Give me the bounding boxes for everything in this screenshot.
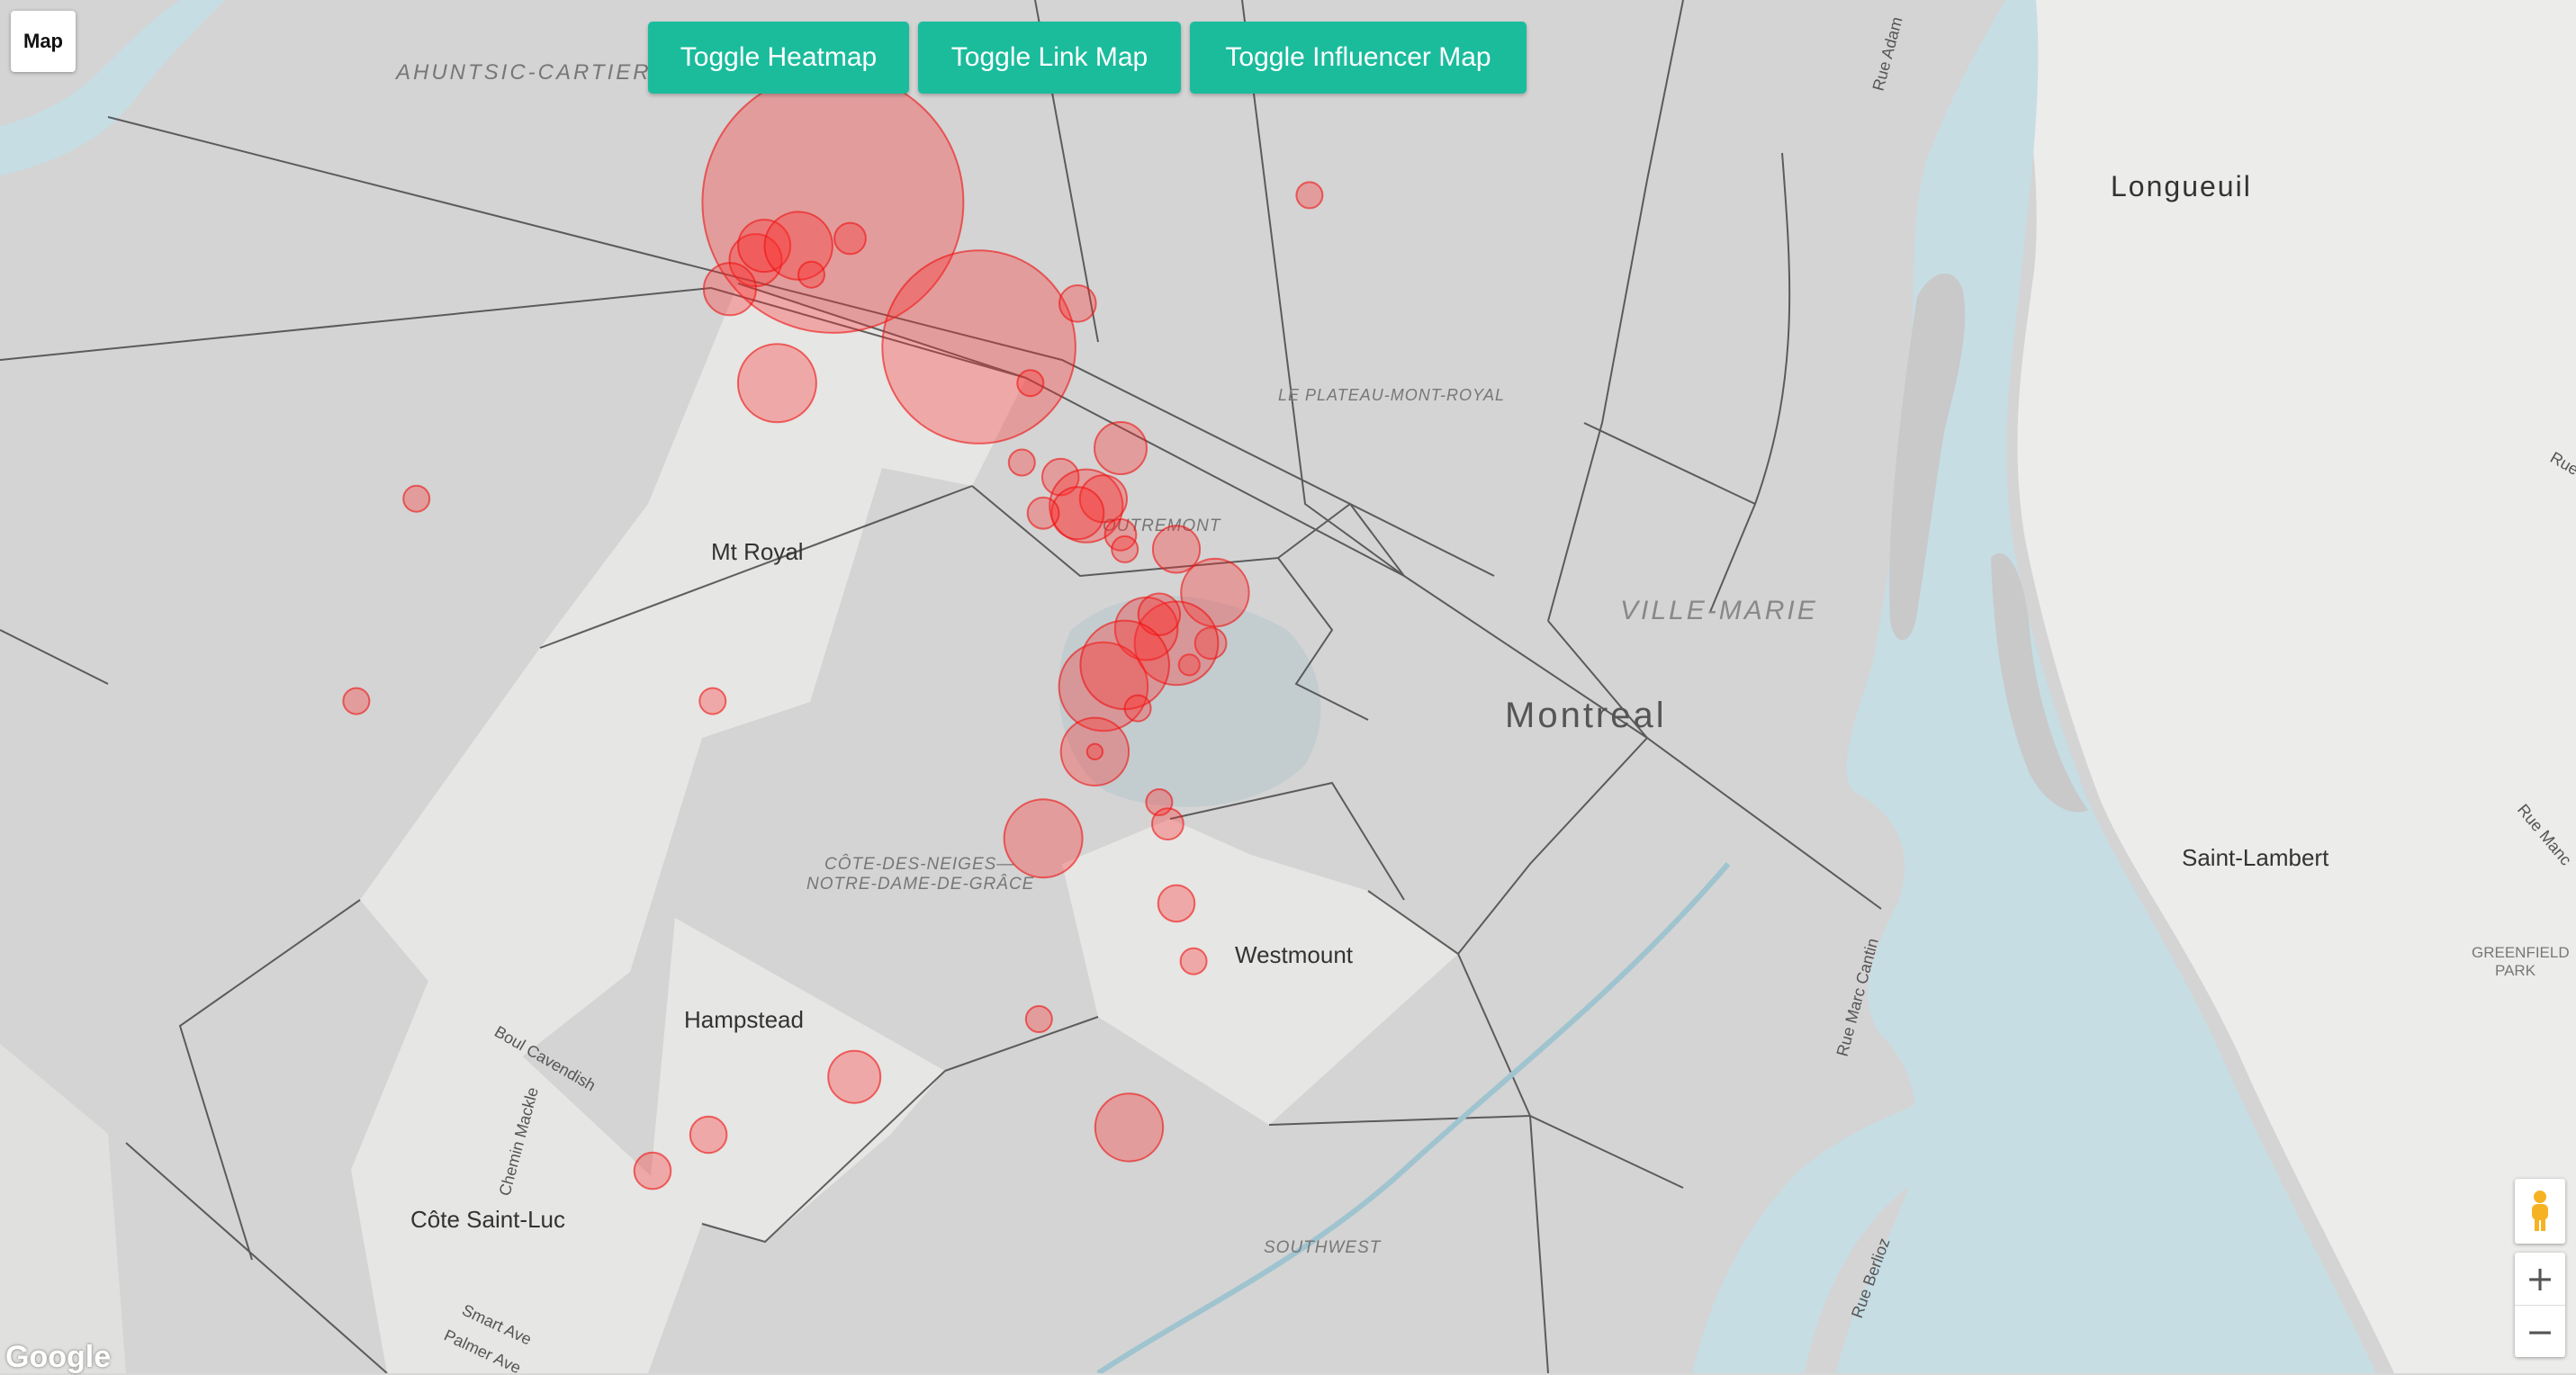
heatmap-marker-29[interactable]: [1079, 619, 1170, 711]
heatmap-marker-13[interactable]: [1040, 457, 1080, 497]
heatmap-marker-37[interactable]: [1179, 947, 1208, 975]
label-greenfield-1: GREENFIELD: [2472, 944, 2570, 961]
lachine-canal: [1096, 862, 1731, 1373]
mount-royal-park: [1058, 596, 1321, 807]
heatmap-marker-39[interactable]: [827, 1049, 882, 1104]
heatmap-marker-24[interactable]: [1177, 653, 1201, 677]
heatmap-marker-21[interactable]: [1151, 525, 1202, 574]
heatmap-marker-6[interactable]: [797, 260, 825, 289]
heatmap-marker-11[interactable]: [1295, 181, 1324, 210]
label-saint-lambert: Saint-Lambert: [2182, 844, 2329, 871]
riviere-des-prairies: [0, 0, 225, 175]
label-montreal: Montreal: [1505, 696, 1667, 735]
cote-saint-luc: [351, 972, 702, 1373]
ile-notre-dame: [1991, 553, 2088, 813]
river-branch: [1692, 1098, 1935, 1373]
heatmap-marker-15[interactable]: [1049, 468, 1124, 544]
google-logo: Google: [5, 1340, 112, 1374]
heatmap-marker-33[interactable]: [1003, 798, 1084, 879]
heatmap-marker-41[interactable]: [689, 1115, 728, 1155]
heatmap-marker-38[interactable]: [1024, 1005, 1053, 1033]
heatmap-marker-27[interactable]: [1137, 592, 1182, 636]
heatmap-marker-10[interactable]: [1058, 284, 1097, 323]
label-southwest: SOUTHWEST: [1264, 1238, 1382, 1257]
heatmap-marker-43[interactable]: [698, 687, 727, 715]
heatmap-marker-14[interactable]: [1007, 448, 1036, 477]
mount-royal-town: [360, 283, 1026, 1071]
heatmap-marker-30[interactable]: [1123, 694, 1152, 723]
heatmap-marker-44[interactable]: [402, 484, 431, 513]
heatmap-marker-42[interactable]: [633, 1151, 672, 1191]
heatmap-marker-23[interactable]: [1193, 626, 1228, 661]
zoom-control: + −: [2515, 1253, 2565, 1357]
heatmap-marker-16[interactable]: [1078, 474, 1129, 524]
st-lawrence-river: [1836, 0, 2376, 1373]
westmount-city: [1062, 819, 1458, 1125]
heatmap-marker-12[interactable]: [1094, 421, 1148, 475]
zoom-in-button[interactable]: +: [2515, 1253, 2565, 1306]
heatmap-marker-31[interactable]: [1059, 716, 1130, 786]
map-type-button[interactable]: Map: [11, 11, 76, 72]
label-cote-saint-luc: Côte Saint-Luc: [410, 1206, 565, 1233]
toggle-influencer-map-button[interactable]: Toggle Influencer Map: [1190, 22, 1527, 94]
heatmap-marker-7[interactable]: [881, 249, 1076, 445]
pegman-icon: [2532, 1191, 2548, 1231]
label-cdn-2: NOTRE-DAME-DE-GRÂCE: [806, 874, 1034, 894]
heatmap-marker-36[interactable]: [1157, 884, 1196, 923]
street-view-pegman[interactable]: [2515, 1179, 2565, 1244]
ile-sainte-helene: [1889, 273, 1966, 641]
heatmap-marker-32[interactable]: [1085, 742, 1104, 760]
label-longueuil: Longueuil: [2111, 170, 2252, 202]
heatmap-marker-5[interactable]: [833, 221, 867, 256]
west-light-area: [0, 1044, 126, 1373]
heatmap-markers: [342, 70, 1324, 1191]
label-hampstead: Hampstead: [684, 1006, 804, 1033]
heatmap-marker-40[interactable]: [1094, 1092, 1165, 1163]
label-ahuntsic: AHUNTSIC-CARTIERVIL: [394, 60, 691, 85]
heatmap-marker-20[interactable]: [1111, 535, 1139, 563]
zoom-out-button[interactable]: −: [2526, 1312, 2554, 1352]
borough-boundaries: [0, 0, 1882, 1373]
hampstead-town: [648, 918, 945, 1242]
heatmap-marker-45[interactable]: [342, 687, 371, 715]
south-shore-land: [2016, 0, 2576, 1373]
toggle-heatmap-button[interactable]: Toggle Heatmap: [648, 22, 909, 94]
place-labels: AHUNTSIC-CARTIERVIL Longueuil LE PLATEAU…: [394, 60, 2570, 1257]
label-greenfield-2: PARK: [2495, 962, 2536, 979]
label-ville-marie: VILLE-MARIE: [1620, 596, 1818, 625]
heatmap-marker-9[interactable]: [1016, 369, 1045, 398]
toggle-link-map-button[interactable]: Toggle Link Map: [918, 22, 1181, 94]
label-westmount: Westmount: [1235, 941, 1354, 968]
heatmap-marker-17[interactable]: [1050, 486, 1105, 541]
heatmap-marker-18[interactable]: [1026, 496, 1060, 530]
heatmap-marker-8[interactable]: [736, 343, 817, 424]
label-plateau: LE PLATEAU-MONT-ROYAL: [1278, 386, 1505, 404]
heatmap-marker-2[interactable]: [702, 262, 757, 317]
label-cdn-1: CÔTE-DES-NEIGES—: [824, 854, 1014, 874]
heatmap-marker-35[interactable]: [1151, 807, 1184, 840]
label-mt-royal: Mt Royal: [711, 538, 804, 565]
